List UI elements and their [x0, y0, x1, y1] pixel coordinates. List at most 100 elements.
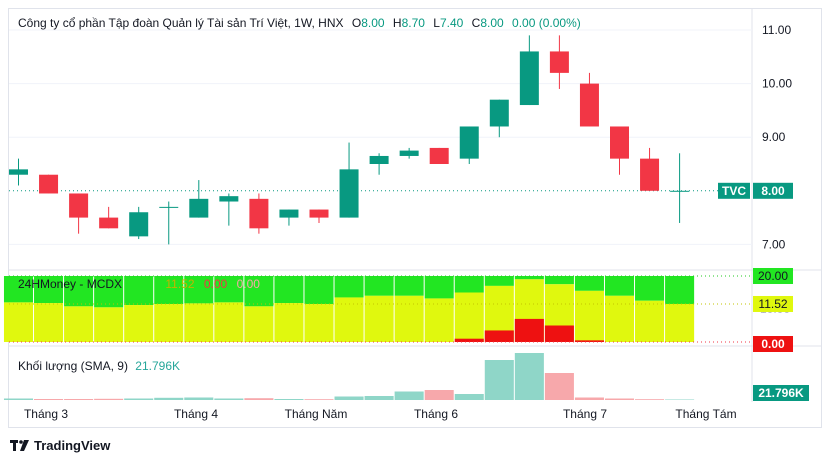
volume-bar [304, 399, 334, 400]
brand-name: TradingView [34, 438, 111, 453]
legend-low-value: 7.40 [439, 16, 464, 30]
mcdx-red-bar [454, 338, 484, 342]
mcdx-green-bar [484, 276, 514, 286]
mcdx-top-badge [753, 268, 793, 284]
mcdx-top-label: 20.00 [758, 269, 788, 283]
time-tick-label: Tháng Năm [285, 407, 348, 421]
candle-down [640, 158, 660, 191]
volume-bar [484, 360, 514, 400]
candle-up [369, 155, 389, 164]
mcdx-mid-badge [753, 295, 793, 312]
mcdx-green-bar [394, 276, 424, 296]
mcdx-green-bar [334, 276, 364, 298]
candle-up [670, 190, 690, 192]
volume-bar [424, 390, 454, 400]
mcdx-legend: 24HMoney - MCDX 11.52 0.00 0.00 [18, 277, 260, 291]
mcdx-green-bar [544, 276, 574, 285]
candle-down [69, 193, 89, 218]
time-tick-label: Tháng 6 [414, 407, 458, 421]
mcdx-green-bar [34, 276, 64, 304]
legend-title: Công ty cổ phần Tập đoàn Quản lý Tài sản… [18, 16, 344, 30]
volume-bar [364, 396, 394, 400]
legend-high-value: 8.70 [401, 16, 425, 30]
volume-bar [94, 398, 124, 400]
mcdx-yellow-bar [274, 303, 304, 342]
candle-down [249, 198, 269, 229]
volume-bar [3, 398, 34, 400]
mcdx-green-bar [214, 276, 244, 303]
mcdx-yellow-bar [184, 303, 214, 342]
mcdx-green-bar [574, 276, 604, 291]
legend-open-value: 8.00 [361, 16, 385, 30]
mcdx-title: 24HMoney - MCDX [18, 277, 123, 291]
candle-down [549, 51, 569, 73]
mcdx-green-bar [244, 276, 274, 307]
volume-bar [184, 397, 214, 400]
mcdx-green-bar [665, 276, 695, 304]
last-price-badge [753, 182, 793, 199]
mcdx-red-bar [574, 340, 604, 342]
mcdx-yellow-bar [604, 295, 635, 342]
mcdx-green-bar [154, 276, 184, 305]
time-tick-label: Tháng Tám [675, 407, 736, 421]
volume-bar [274, 399, 304, 400]
candle-down [579, 83, 599, 127]
volume-legend: Khối lượng (SMA, 9) 21.796K [18, 359, 180, 373]
candle-up [399, 150, 419, 156]
mcdx-yellow-bar [424, 298, 454, 342]
mcdx-value-2: 0.00 [203, 277, 228, 291]
mcdx-green-bar [514, 276, 544, 280]
price-tick-label: 11.00 [762, 23, 791, 37]
symbol-badge-label: TVC [722, 184, 746, 198]
mcdx-green-bar [424, 276, 454, 299]
mcdx-yellow-bar [304, 304, 334, 342]
time-tick-label: Tháng 3 [24, 407, 68, 421]
legend-high-label: H [392, 16, 402, 30]
volume-bar [64, 399, 94, 400]
candle-up [129, 212, 149, 237]
chart-frame [8, 8, 822, 428]
volume-bar [454, 394, 484, 400]
volume-bar [34, 399, 64, 400]
volume-sma-label: 21.796K [758, 386, 804, 400]
mcdx-yellow-bar [574, 290, 604, 342]
mcdx-yellow-bar [3, 302, 34, 342]
mcdx-yellow-bar [454, 292, 484, 342]
mcdx-red-bar [484, 330, 514, 342]
mcdx-green-bar [124, 276, 154, 306]
candle-up [189, 198, 209, 218]
mcdx-yellow-bar [394, 295, 424, 342]
volume-bar [604, 398, 635, 400]
volume-value: 21.796K [135, 359, 181, 373]
mcdx-green-bar [3, 276, 34, 303]
price-legend: Công ty cổ phần Tập đoàn Quản lý Tài sản… [18, 16, 581, 30]
candle-up [519, 51, 539, 106]
time-tick-label: Tháng 7 [563, 407, 607, 421]
mcdx-yellow-bar [635, 300, 665, 342]
mcdx-green-bar [364, 276, 394, 296]
mcdx-yellow-bar [154, 304, 184, 342]
tradingview-logo[interactable]: TradingView [10, 438, 110, 453]
symbol-badge [718, 182, 750, 199]
candle-up [9, 169, 28, 175]
mcdx-bottom-badge [753, 336, 793, 352]
candle-down [39, 174, 59, 194]
volume-bar [154, 397, 184, 400]
mcdx-yellow-bar [665, 303, 695, 342]
mcdx-green-bar [94, 276, 124, 308]
candle-up [159, 206, 179, 208]
mcdx-mid-label: 11.52 [758, 297, 787, 311]
mcdx-green-bar [274, 276, 304, 304]
volume-bar [214, 398, 244, 400]
price-tick-label: 9.00 [762, 130, 786, 144]
volume-bar [394, 391, 424, 400]
mcdx-bottom-label: 0.00 [761, 337, 785, 351]
mcdx-value-1: 11.52 [165, 277, 195, 291]
volume-sma-badge [753, 385, 809, 401]
mcdx-yellow-bar [34, 303, 64, 342]
legend-close-label: C [471, 16, 481, 30]
mcdx-yellow-bar [124, 305, 154, 342]
tradingview-icon [10, 439, 29, 451]
legend-low-label: L [433, 16, 440, 30]
